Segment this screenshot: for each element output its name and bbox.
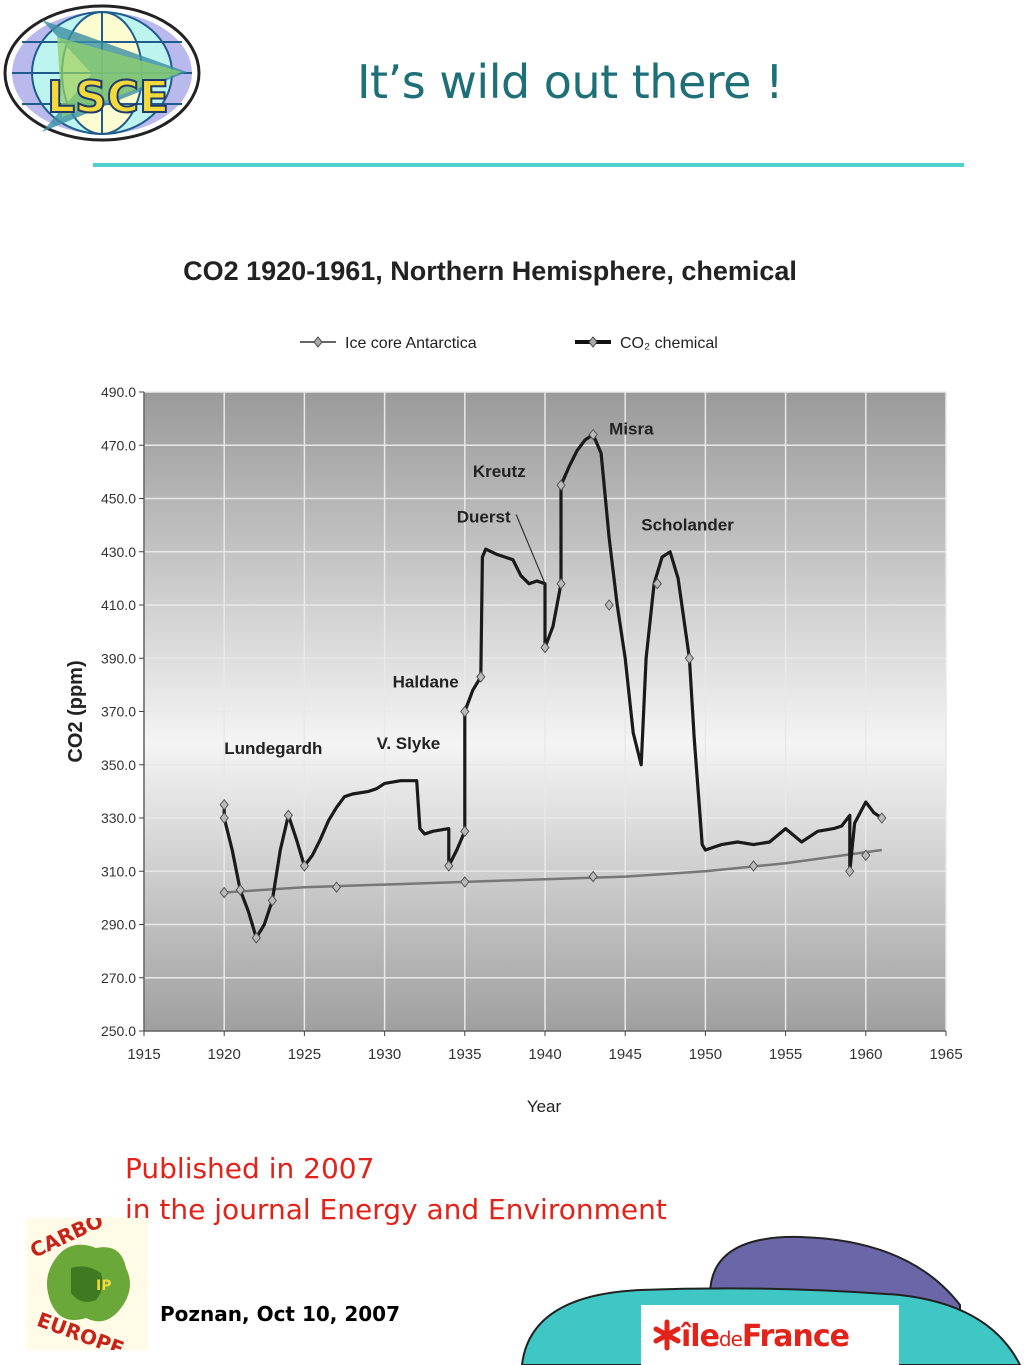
y-tick-label: 290.0 <box>101 917 136 933</box>
data-point <box>331 881 342 894</box>
y-tick-label: 410.0 <box>101 597 136 613</box>
data-point <box>251 932 261 944</box>
data-point <box>540 641 550 654</box>
y-tick-label: 270.0 <box>101 970 136 986</box>
y-tick-label: 450.0 <box>101 491 136 507</box>
carboeurope-logo: IP CARBO EUROPE <box>26 1208 148 1361</box>
data-point <box>235 884 245 896</box>
data-point <box>219 812 229 824</box>
data-point <box>604 599 614 611</box>
y-tick-label: 350.0 <box>101 757 136 773</box>
x-tick-label: 1950 <box>689 1046 722 1063</box>
data-point <box>652 577 662 590</box>
data-point <box>684 652 695 665</box>
annotation-label: Kreutz <box>473 462 526 481</box>
title-divider <box>93 163 964 167</box>
annotation-label: Duerst <box>457 507 511 526</box>
chart-legend: Ice core Antarctica CO₂ chemical <box>300 335 718 352</box>
x-axis-label: Year <box>527 1097 562 1116</box>
data-point <box>861 849 871 862</box>
data-point <box>460 825 470 838</box>
data-point <box>219 886 229 899</box>
lsce-logo: LSCE <box>2 2 202 144</box>
data-point <box>219 798 229 811</box>
data-point <box>845 865 855 878</box>
legend-marker <box>313 336 323 348</box>
data-point <box>877 812 887 824</box>
svg-text:IP: IP <box>96 1278 111 1294</box>
x-tick-label: 1960 <box>849 1046 882 1063</box>
chart-title: CO2 1920-1961, Northern Hemisphere, chem… <box>183 256 797 286</box>
caption-line-1: Published in 2007 <box>125 1152 375 1185</box>
data-point <box>460 705 470 718</box>
co2-chart: CO2 1920-1961, Northern Hemisphere, chem… <box>62 232 980 1132</box>
legend-marker <box>588 336 598 348</box>
data-point <box>476 671 486 683</box>
data-point <box>299 860 310 872</box>
y-tick-label: 390.0 <box>101 650 136 666</box>
y-tick-label: 310.0 <box>101 863 136 879</box>
data-point <box>444 860 454 872</box>
kreutz-leader <box>515 514 546 584</box>
co2-chart-svg: CO2 1920-1961, Northern Hemisphere, chem… <box>65 256 963 1116</box>
data-point <box>283 809 294 822</box>
iledefrance-wordmark: îledeFrance <box>681 1319 850 1354</box>
data-point <box>556 577 566 590</box>
data-point <box>588 870 598 883</box>
x-tick-label: 1935 <box>448 1046 481 1063</box>
annotation-label: Haldane <box>393 673 459 692</box>
star-icon <box>653 1319 681 1351</box>
data-point <box>748 860 759 872</box>
y-tick-label: 470.0 <box>101 437 136 453</box>
caption-line-2: in the journal Energy and Environment <box>125 1193 667 1226</box>
annotation-label: Lundegardh <box>224 739 322 758</box>
annotation-label: V. Slyke <box>377 734 441 753</box>
y-tick-label: 370.0 <box>101 704 136 720</box>
iledefrance-logo: îledeFrance <box>641 1305 899 1365</box>
y-tick-label: 330.0 <box>101 810 136 826</box>
x-tick-label: 1940 <box>528 1046 561 1063</box>
legend-label: Ice core Antarctica <box>345 335 477 352</box>
slide-title: It’s wild out there ! <box>356 55 784 109</box>
x-tick-label: 1925 <box>288 1046 321 1063</box>
x-tick-label: 1955 <box>769 1046 802 1063</box>
x-tick-label: 1945 <box>609 1046 642 1063</box>
x-tick-label: 1965 <box>929 1046 962 1063</box>
annotation-label: Misra <box>609 420 654 439</box>
footer-date: Poznan, Oct 10, 2007 <box>160 1302 401 1326</box>
legend-label: CO₂ chemical <box>620 335 718 352</box>
data-point <box>460 876 470 888</box>
data-point <box>267 894 277 907</box>
y-axis-label: CO2 (ppm) <box>65 660 87 762</box>
series-line-chemical <box>222 433 883 940</box>
svg-text:LSCE: LSCE <box>47 72 169 123</box>
data-point <box>556 479 566 491</box>
y-tick-label: 430.0 <box>101 544 136 560</box>
x-tick-label: 1915 <box>127 1046 160 1063</box>
series-line-ice-core <box>224 848 882 894</box>
annotation-label: Scholander <box>641 515 734 534</box>
x-tick-label: 1930 <box>368 1046 401 1063</box>
data-point <box>588 428 598 441</box>
caption: Published in 2007 in the journal Energy … <box>125 1148 667 1230</box>
x-tick-label: 1920 <box>208 1046 241 1063</box>
y-tick-label: 250.0 <box>101 1023 136 1039</box>
y-tick-label: 490.0 <box>101 384 136 400</box>
